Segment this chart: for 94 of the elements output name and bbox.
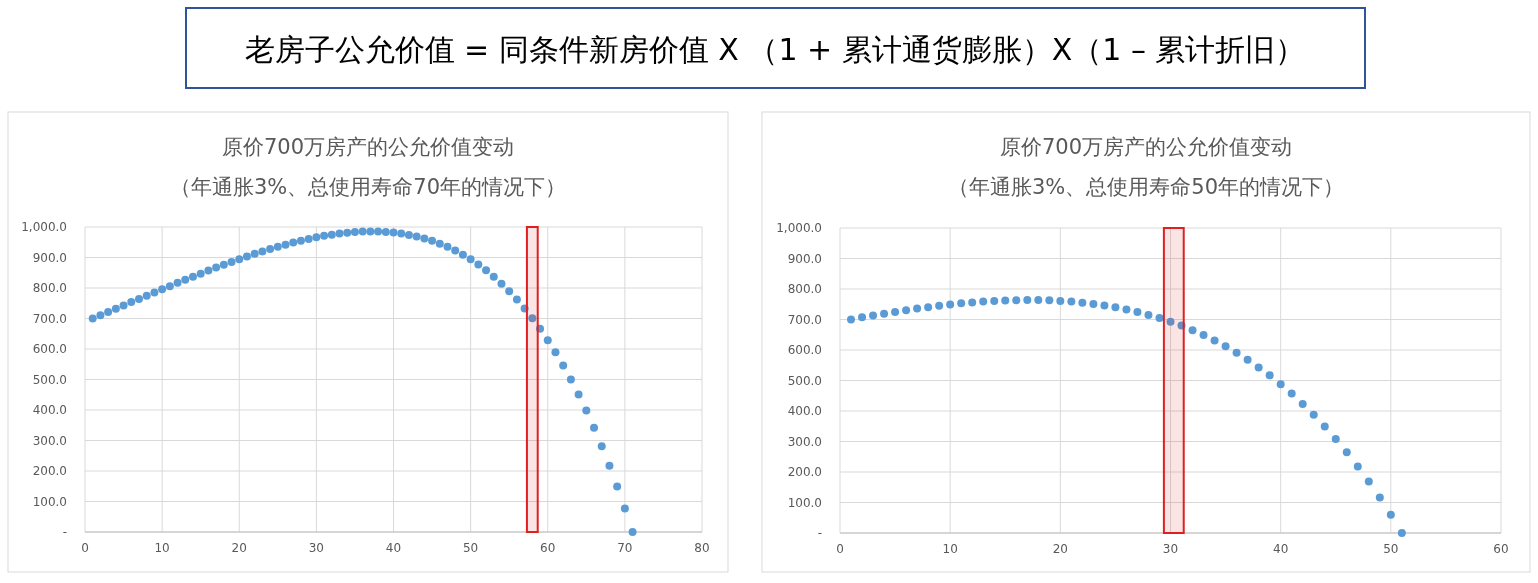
point <box>1034 295 1043 304</box>
x-tick-label: 20 <box>231 541 247 555</box>
x-tick-label: 60 <box>1493 542 1509 556</box>
point <box>913 304 922 313</box>
text: 老房子公允价值 = 同条件新房价值 X （1 + 累计通货膨胀）X（1 – 累计折旧） <box>244 32 1306 67</box>
x-tick-label: 20 <box>1052 542 1068 556</box>
point <box>990 296 999 305</box>
y-tick-label: - <box>62 525 67 539</box>
point <box>935 301 944 310</box>
chart-subtitle: （年通胀3%、总使用寿命70年的情况下） <box>169 175 567 199</box>
point <box>1243 355 1252 364</box>
point <box>979 297 988 306</box>
chart-title: 原价700万房产的公允价值变动 <box>221 135 515 159</box>
y-tick-label: 500.0 <box>787 373 822 388</box>
point <box>1298 399 1307 408</box>
point <box>968 298 977 307</box>
point <box>924 303 933 312</box>
chart-title: 原价700万房产的公允价值变动 <box>999 135 1293 159</box>
x-tick-label: 40 <box>385 541 402 555</box>
point <box>1386 510 1395 519</box>
y-tick-label: 600.0 <box>787 343 822 357</box>
x-tick-label: 50 <box>462 541 479 555</box>
y-tick-label: 1,000.0 <box>776 221 822 235</box>
point <box>1012 296 1021 305</box>
y-tick-label: 600.0 <box>32 342 67 356</box>
point <box>1199 331 1208 340</box>
x-tick-label: 70 <box>617 541 633 555</box>
point <box>1067 297 1076 306</box>
point <box>1342 448 1351 457</box>
y-tick-label: - <box>817 526 822 540</box>
point <box>1364 477 1373 486</box>
point <box>880 309 889 318</box>
y-tick-label: 800.0 <box>787 282 822 296</box>
point <box>1221 342 1230 351</box>
point <box>1232 348 1241 357</box>
point <box>1210 336 1219 345</box>
x-tick-label: 60 <box>540 541 556 555</box>
point <box>902 306 911 315</box>
y-tick-label: 800.0 <box>32 281 67 295</box>
x-tick-label: 50 <box>1383 542 1399 556</box>
x-tick-label: 0 <box>836 542 844 556</box>
point <box>1375 493 1384 502</box>
x-tick-label: 80 <box>694 541 710 555</box>
y-tick-label: 300.0 <box>787 434 822 449</box>
point <box>1078 298 1087 307</box>
x-tick-label: 10 <box>154 541 170 555</box>
point <box>891 307 900 316</box>
point <box>1089 299 1098 308</box>
point <box>1001 296 1010 305</box>
point <box>1056 296 1065 305</box>
point <box>1276 380 1285 389</box>
point <box>957 299 966 308</box>
chart-subtitle: （年通胀3%、总使用寿命50年的情况下） <box>947 175 1345 199</box>
point <box>1265 371 1274 380</box>
x-tick-label: 30 <box>1162 542 1179 556</box>
point <box>1320 422 1329 431</box>
y-tick-label: 100.0 <box>32 494 67 509</box>
x-tick-label: 30 <box>308 541 325 555</box>
point <box>847 315 856 324</box>
point <box>1309 410 1318 419</box>
y-tick-label: 200.0 <box>32 464 67 478</box>
point <box>869 311 878 320</box>
point <box>1188 326 1197 335</box>
y-tick-label: 900.0 <box>787 251 822 266</box>
y-tick-label: 500.0 <box>32 372 67 387</box>
point <box>1331 435 1340 444</box>
point <box>1353 462 1362 471</box>
point <box>1122 305 1131 314</box>
y-tick-label: 1,000.0 <box>21 220 67 234</box>
point <box>1397 529 1406 537</box>
point <box>1133 307 1142 316</box>
point <box>858 313 867 322</box>
y-tick-label: 700.0 <box>787 312 822 327</box>
point <box>1155 313 1164 322</box>
point <box>1144 310 1153 319</box>
point <box>1287 389 1296 398</box>
y-tick-label: 900.0 <box>32 250 67 265</box>
point <box>946 300 955 309</box>
x-tick-label: 10 <box>942 542 958 556</box>
point <box>1100 301 1109 310</box>
point <box>1111 303 1120 312</box>
x-tick-label: 0 <box>81 541 89 555</box>
y-tick-label: 200.0 <box>787 465 822 479</box>
point <box>1023 295 1032 304</box>
point <box>1177 321 1186 330</box>
y-tick-label: 300.0 <box>32 433 67 448</box>
point <box>1254 363 1263 372</box>
y-tick-label: 400.0 <box>787 404 822 418</box>
y-tick-label: 100.0 <box>787 495 822 510</box>
point <box>1045 296 1054 305</box>
y-tick-label: 400.0 <box>32 403 67 417</box>
point <box>1166 317 1175 326</box>
x-tick-label: 40 <box>1273 542 1289 556</box>
y-tick-label: 700.0 <box>32 311 67 326</box>
